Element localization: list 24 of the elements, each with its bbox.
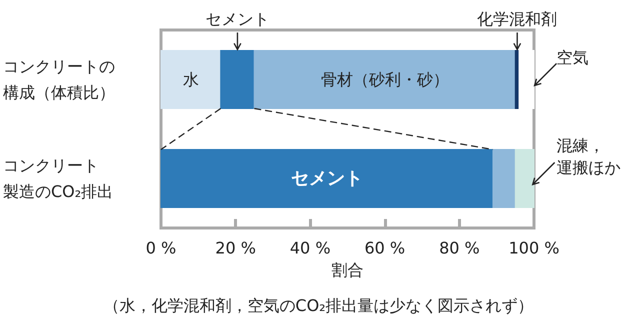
- series-label: 化学混和剤: [477, 10, 558, 28]
- y-tick-label: コンクリートの構成（体積比）: [3, 57, 115, 102]
- x-tick-label: 0 %: [146, 238, 176, 258]
- y-tick-label: コンクリート製造のCO₂排出: [3, 156, 114, 201]
- series-label: 水: [182, 70, 199, 89]
- bar: [514, 149, 534, 208]
- text: （水，化学混和剤，空気のCO₂排出量は少なく図示されず）: [102, 296, 535, 317]
- bar: [220, 50, 255, 109]
- bar: [492, 149, 516, 208]
- x-axis-title: 割合: [332, 260, 364, 280]
- series-label: 混練，運搬ほか: [556, 136, 620, 177]
- bar: [518, 50, 534, 109]
- bar: [160, 149, 494, 208]
- x-tick-label: 20 %: [215, 238, 256, 258]
- x-tick-label: 40 %: [290, 238, 331, 258]
- x-tick-label: 100 %: [508, 238, 560, 258]
- bar: [254, 50, 516, 109]
- series-label: セメント: [290, 168, 363, 189]
- series-label: 空気: [556, 48, 588, 67]
- text: セメント: [205, 10, 270, 28]
- x-tick-label: 80 %: [439, 238, 480, 258]
- x-tick-label: 60 %: [364, 238, 406, 258]
- bar: [160, 50, 222, 109]
- series-label: 骨材（砂利・砂）: [320, 70, 449, 89]
